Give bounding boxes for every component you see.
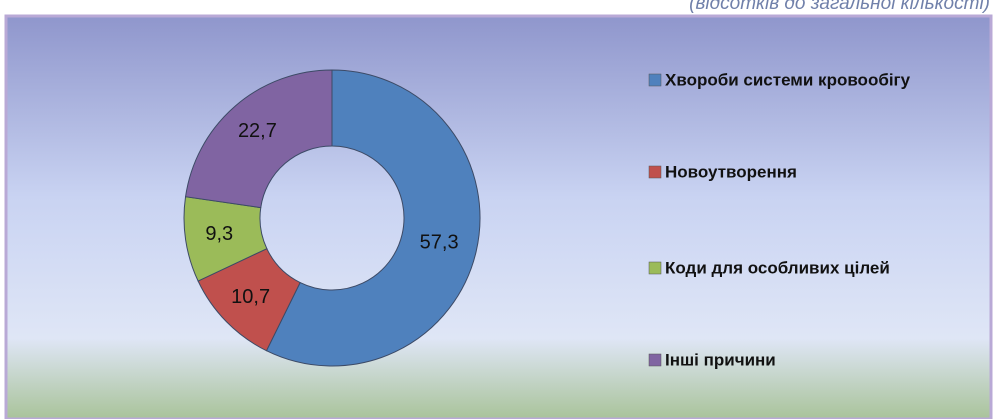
chart-subtitle: (відсотків до загальної кількості) [689,0,990,14]
data-label: 22,7 [238,120,277,142]
legend-marker [648,165,662,179]
data-label: 57,3 [420,231,459,253]
legend-label: Новоутворення [665,162,797,181]
legend-label: Хвороби системи кровообігу [665,70,911,89]
donut-segment [265,69,481,367]
plot-background [4,14,993,419]
data-label: 9,3 [205,223,233,245]
legend-label: Інші причини [665,350,776,369]
legend-marker [648,261,662,275]
legend-marker [648,73,662,87]
legend-marker [648,353,662,367]
legend-label: Коди для особливих цілей [665,258,890,277]
data-label: 10,7 [231,286,270,308]
donut-segment [184,69,333,209]
